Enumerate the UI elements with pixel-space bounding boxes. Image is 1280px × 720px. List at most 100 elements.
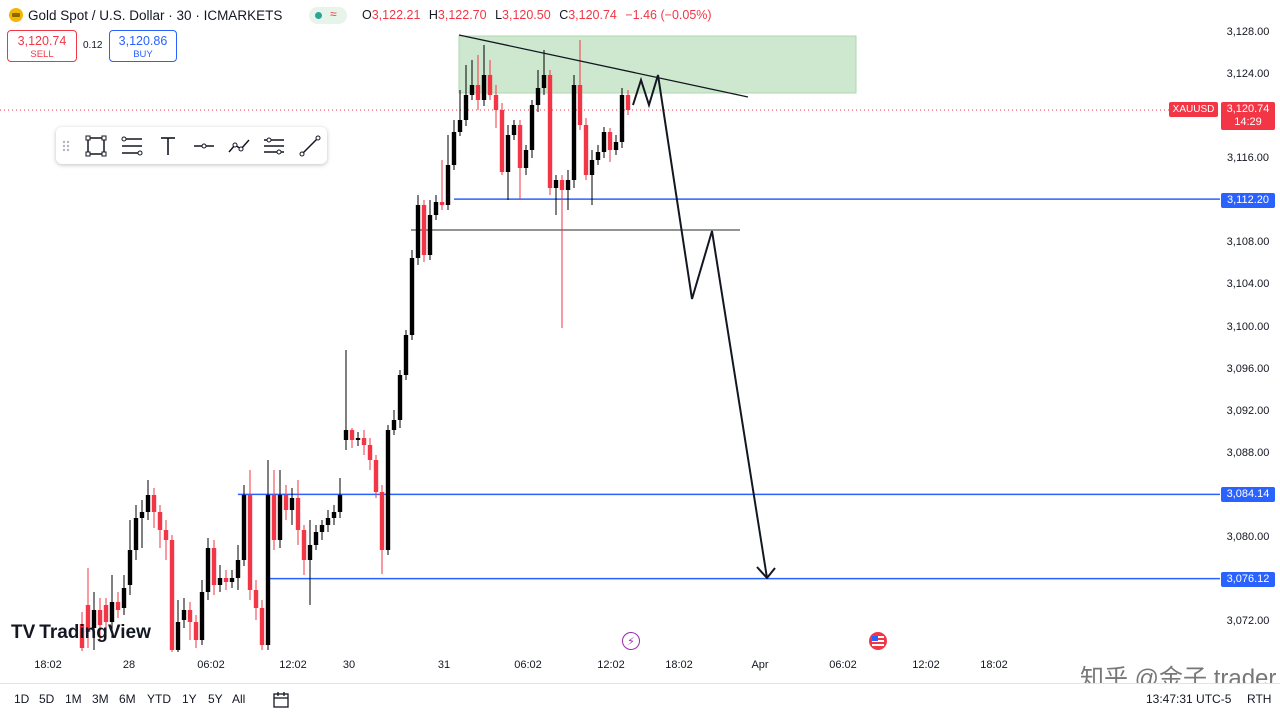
candle-body [109,602,115,622]
candle-body [469,85,475,95]
price-chart[interactable] [0,0,1220,660]
candle-body [193,622,199,640]
trend-line-icon[interactable] [297,133,323,159]
symbol-title[interactable]: Gold Spot / U.S. Dollar · 30 · ICMARKETS [28,8,283,23]
range-button-5d[interactable]: 5D [39,692,55,706]
sell-label: SELL [30,49,54,60]
candle-body [319,525,325,532]
range-button-1y[interactable]: 1Y [182,692,197,706]
candle-body [331,512,337,518]
parallel-channel-icon[interactable] [261,133,287,159]
price-tick-label: 3,100.00 [1226,320,1270,333]
buy-button[interactable]: 3,120.86 BUY [109,30,177,62]
candle-body [85,605,91,632]
candle-body [619,95,625,142]
candle-body [145,495,151,512]
candle-body [253,590,259,608]
price-tick-label: 3,080.00 [1226,530,1270,543]
candle-body [529,105,535,150]
lightning-event-icon[interactable]: ⚡ [622,632,640,650]
candle-body [625,95,631,110]
price-tick-label: 3,116.00 [1226,152,1269,165]
time-tick-label: 18:02 [665,659,693,671]
candle-body [433,202,439,215]
change-value: −1.46 (−0.05%) [625,8,712,22]
hline-label-2: 3,084.14 [1221,487,1275,502]
candle-body [325,518,331,525]
candle-body [559,180,565,190]
candle-body [199,592,205,640]
candle-body [439,202,445,205]
candle-body [133,518,139,550]
open-label: O [362,8,372,22]
market-status-badge[interactable]: ≈ [309,7,347,24]
candle-body [541,75,547,88]
ohlc-readout: O3,122.21 H3,122.70 L3,120.50 C3,120.74 … [362,8,717,22]
close-label: C [559,8,569,22]
candle-body [361,438,367,445]
date-range-calendar-icon[interactable] [271,690,291,710]
candle-body [523,150,529,168]
candle-body [265,495,271,645]
low-label: L [495,8,503,22]
time-tick-label: 12:02 [912,659,940,671]
candle-body [115,602,121,610]
candle-body [553,180,559,188]
candle-body [487,75,493,95]
range-button-all[interactable]: All [232,692,246,706]
candle-body [211,548,217,585]
candle-body [181,610,187,620]
hline-label-1: 3,112.20 [1221,193,1275,208]
sell-button[interactable]: 3,120.74 SELL [7,30,77,62]
candle-body [271,495,277,540]
price-tick-label: 3,104.00 [1226,278,1270,291]
gold-symbol-icon [9,8,23,22]
current-price: 3,120.74 [1226,103,1270,115]
path-icon[interactable] [226,133,252,159]
candle-body [169,540,175,650]
us-flag-event-icon[interactable] [869,632,887,650]
candle-body [355,438,361,440]
drag-handle-icon[interactable] [58,133,74,159]
forecast-path[interactable] [632,74,768,579]
rectangle-icon[interactable] [83,133,109,159]
candle-body [481,75,487,100]
candle-body [103,605,109,622]
candle-body [259,608,265,645]
range-button-5y[interactable]: 5Y [208,692,223,706]
price-tick-label: 3,092.00 [1226,404,1270,417]
candle-body [151,495,157,512]
candle-body [301,530,307,560]
candle-body [547,75,553,188]
time-tick-label: 12:02 [597,659,625,671]
range-button-ytd[interactable]: YTD [147,692,171,706]
candle-body [97,610,103,625]
range-button-1d[interactable]: 1D [14,692,30,706]
candle-body [289,498,295,510]
tradingview-logo: TV TradingView [11,622,151,644]
market-status-waves-icon: ≈ [330,7,337,21]
text-icon[interactable] [155,133,181,159]
session-toggle[interactable]: RTH [1247,692,1272,706]
time-tick-label: 12:02 [279,659,307,671]
trend-line[interactable] [458,34,749,98]
candle-body [595,152,601,160]
candle-body [343,430,349,440]
candle-body [571,85,577,180]
tv-logo-icon: TV [11,622,36,643]
range-button-6m[interactable]: 6M [119,692,136,706]
high-label: H [428,8,438,22]
clock-timezone[interactable]: 13:47:31 UTC-5 [1146,692,1232,706]
candle-body [241,495,247,560]
supply-zone-rectangle[interactable] [458,35,857,94]
candle-body [235,560,241,578]
candle-body [187,610,193,622]
candle-body [205,548,211,592]
price-tick-label: 3,072.00 [1226,615,1270,627]
drawing-toolbar [56,127,327,164]
range-button-1m[interactable]: 1M [65,692,82,706]
candle-body [511,125,517,135]
range-button-3m[interactable]: 3M [92,692,109,706]
fib-retracement-icon[interactable] [119,133,145,159]
horizontal-line-icon[interactable] [191,133,217,159]
